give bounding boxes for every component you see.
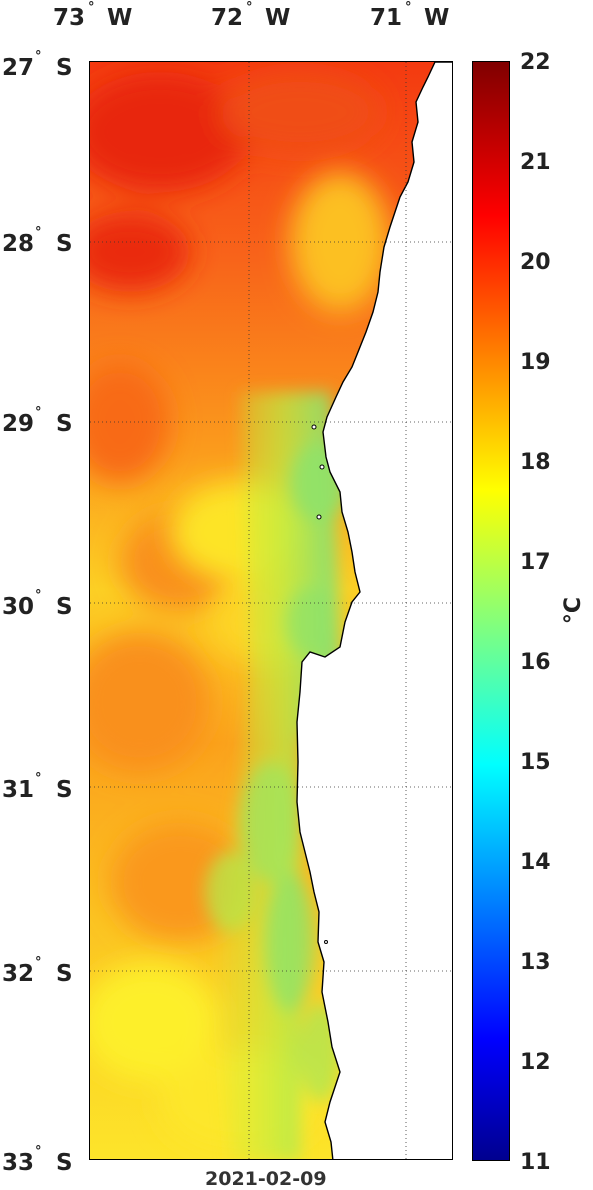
lon-label-71w: 71 W	[370, 5, 450, 31]
lat-label-30s: 30 S	[2, 594, 73, 620]
colorbar-tick-13: 13	[520, 950, 551, 975]
lon-label-73w: 73 W	[53, 5, 133, 31]
warm-patches	[90, 72, 380, 942]
lat-30-degree: °	[35, 588, 42, 603]
land-mass	[296, 62, 452, 1159]
colorbar-tick-14: 14	[520, 850, 551, 875]
colorbar-unit-label: °C	[561, 596, 587, 625]
colorbar-tick-11: 11	[520, 1150, 551, 1175]
lat-label-32s: 32 S	[2, 961, 73, 987]
colorbar-tick-12: 12	[520, 1050, 551, 1075]
lat-label-29s: 29 S	[2, 411, 73, 437]
islands	[311, 424, 328, 944]
colorbar-tick-21: 21	[520, 150, 551, 175]
colorbar-gradient	[473, 62, 509, 1160]
lat-29-degree: °	[35, 405, 42, 420]
coastal-upwelling	[205, 392, 350, 1159]
lat-label-28s: 28 S	[2, 231, 73, 257]
colorbar-tick-19: 19	[520, 350, 551, 375]
lon-71-degree: °	[405, 0, 412, 15]
lat-31-degree: °	[35, 771, 42, 786]
map-date: 2021-02-09	[205, 1168, 327, 1190]
graticule	[90, 62, 452, 1159]
colorbar	[472, 61, 510, 1161]
lat-label-27s: 27 S	[2, 55, 73, 81]
lat-27-degree: °	[35, 49, 42, 64]
sst-map-svg	[90, 62, 452, 1159]
lat-label-33s: 33 S	[2, 1150, 73, 1176]
colorbar-tick-17: 17	[520, 550, 551, 575]
lat-32-degree: °	[35, 955, 42, 970]
lon-73-degree: °	[88, 0, 95, 15]
colorbar-tick-15: 15	[520, 750, 551, 775]
colorbar-tick-18: 18	[520, 450, 551, 475]
lon-label-72w: 72 W	[211, 5, 291, 31]
lat-28-degree: °	[35, 225, 42, 240]
colorbar-tick-20: 20	[520, 250, 551, 275]
lat-label-31s: 31 S	[2, 777, 73, 803]
sst-map-panel	[89, 61, 453, 1160]
colorbar-tick-16: 16	[520, 650, 551, 675]
lat-33-degree: °	[35, 1144, 42, 1159]
colorbar-tick-22: 22	[520, 50, 551, 75]
lon-72-degree: °	[246, 0, 253, 15]
